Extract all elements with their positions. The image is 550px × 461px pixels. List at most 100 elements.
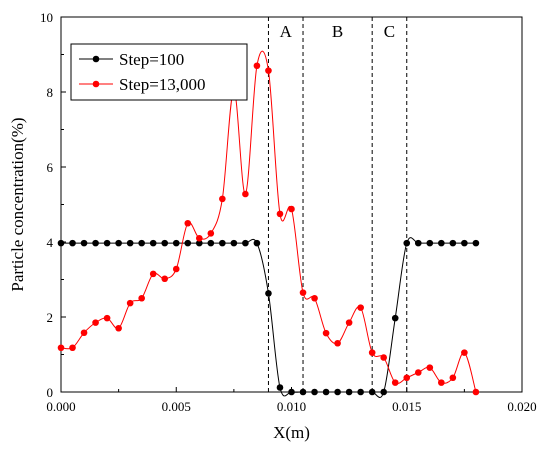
data-point (345, 388, 353, 396)
data-point (115, 324, 122, 332)
x-axis-title: X(m) (273, 423, 310, 442)
data-point (69, 239, 76, 247)
data-point (265, 67, 272, 74)
data-point (184, 219, 192, 227)
data-point (472, 239, 480, 247)
data-point (253, 62, 261, 70)
legend-marker (92, 55, 100, 63)
data-point (138, 239, 145, 247)
data-point (230, 239, 238, 247)
data-point (299, 289, 307, 296)
data-point (242, 239, 249, 247)
data-point (334, 339, 341, 347)
data-point (391, 314, 399, 322)
x-tick-label: 0.015 (392, 399, 421, 414)
data-point (184, 239, 192, 247)
region-label-c: C (384, 22, 395, 41)
data-point (288, 388, 295, 396)
data-point (276, 210, 284, 218)
data-point (368, 388, 376, 396)
data-point (103, 314, 111, 322)
data-point (403, 374, 411, 382)
data-point (449, 239, 457, 247)
data-point (380, 388, 388, 396)
data-point (299, 388, 307, 396)
legend-label: Step=13,000 (119, 75, 206, 94)
data-point (438, 239, 445, 247)
legend-marker (92, 80, 100, 88)
legend-label: Step=100 (119, 50, 184, 69)
data-point (92, 319, 99, 326)
data-point (391, 379, 399, 386)
data-point (138, 294, 145, 302)
data-point (80, 329, 88, 337)
data-point (219, 239, 226, 247)
data-point (103, 239, 111, 247)
y-axis: 0 2 4 6 8 10 (40, 10, 66, 400)
data-point (126, 299, 134, 307)
data-point (472, 388, 480, 396)
series-line (61, 237, 476, 398)
region-dividers (267, 17, 408, 392)
x-tick-label: 0.020 (507, 399, 536, 414)
data-point (196, 234, 203, 242)
data-point (322, 388, 330, 396)
data-point (426, 364, 434, 371)
y-tick-label: 10 (40, 10, 53, 25)
data-point (57, 344, 65, 352)
data-point (80, 239, 88, 247)
series-1 (57, 237, 480, 398)
data-point (69, 344, 76, 352)
data-point (461, 239, 468, 247)
data-point (57, 239, 65, 247)
data-point (242, 190, 249, 198)
data-point (207, 239, 215, 247)
data-point (161, 239, 169, 247)
data-point (449, 374, 457, 382)
y-tick-label: 8 (47, 85, 54, 100)
x-tick-label: 0.000 (46, 399, 75, 414)
region-label-a: A (280, 22, 293, 41)
data-point (276, 384, 284, 391)
data-point (265, 290, 272, 297)
data-point (149, 239, 157, 247)
region-label-b: B (332, 22, 343, 41)
region-labels: A B C (280, 22, 396, 41)
y-tick-label: 6 (47, 160, 54, 175)
data-point (357, 304, 364, 311)
data-point (426, 239, 434, 247)
y-tick-label: 0 (47, 385, 54, 400)
data-point (345, 319, 353, 326)
data-point (311, 388, 318, 396)
legend: Step=100 Step=13,000 (70, 43, 248, 101)
data-point (311, 294, 318, 302)
data-point (207, 230, 215, 237)
data-point (172, 265, 180, 273)
data-point (196, 239, 203, 247)
data-point (161, 275, 169, 283)
data-point (357, 388, 364, 396)
data-point (219, 195, 226, 203)
data-point (253, 239, 261, 247)
data-point (126, 239, 134, 247)
data-point (149, 270, 157, 278)
data-point (414, 369, 422, 376)
y-axis-title: Particle concentration(%) (8, 117, 27, 291)
data-point (438, 379, 445, 386)
x-axis: 0.000 0.005 0.010 0.015 0.020 (46, 387, 537, 414)
data-point (92, 239, 99, 247)
data-point (322, 329, 330, 337)
data-point (334, 388, 341, 396)
data-point (380, 354, 388, 361)
x-tick-label: 0.005 (162, 399, 191, 414)
data-point (115, 239, 122, 247)
y-tick-label: 4 (47, 235, 54, 250)
data-point (368, 349, 376, 356)
data-point (172, 239, 180, 247)
data-point (461, 349, 468, 356)
data-point (414, 239, 422, 247)
data-point (288, 205, 295, 213)
data-point (403, 239, 411, 247)
x-tick-label: 0.010 (277, 399, 306, 414)
